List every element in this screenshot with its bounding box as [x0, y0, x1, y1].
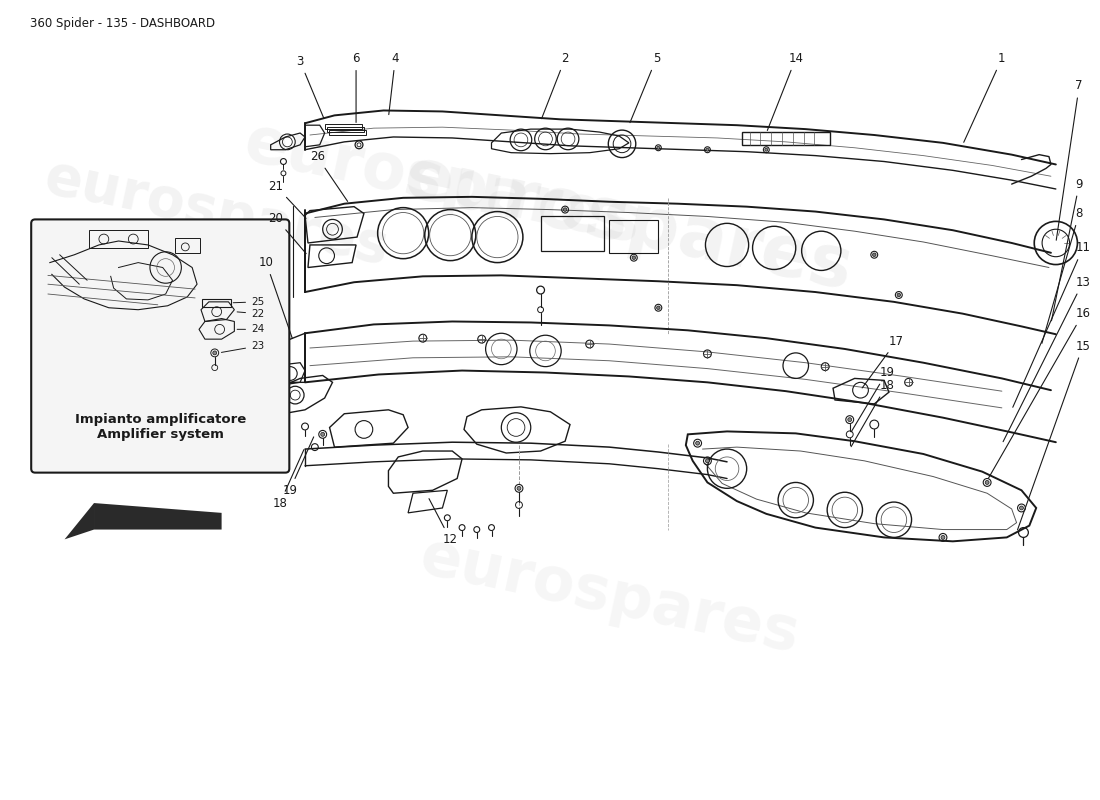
Text: 24: 24 [238, 324, 264, 334]
Text: 8: 8 [1042, 207, 1082, 343]
Circle shape [872, 253, 876, 257]
Text: 26: 26 [310, 150, 348, 202]
Text: 19: 19 [851, 366, 894, 432]
Text: 14: 14 [768, 52, 803, 130]
Circle shape [1020, 506, 1023, 510]
Text: 11: 11 [1013, 242, 1090, 407]
Circle shape [848, 418, 851, 422]
Bar [327, 127, 364, 132]
Text: 19: 19 [283, 437, 313, 497]
Circle shape [563, 208, 566, 211]
Bar [540, 217, 604, 251]
Text: 23: 23 [221, 341, 264, 353]
Text: eurospares: eurospares [239, 112, 647, 257]
Circle shape [517, 486, 521, 490]
Text: 4: 4 [388, 52, 399, 114]
Text: 17: 17 [862, 334, 904, 388]
Text: 18: 18 [273, 450, 304, 510]
Text: 18: 18 [851, 378, 894, 446]
Bar [329, 130, 366, 135]
Text: 10: 10 [258, 256, 293, 338]
Text: 6: 6 [352, 52, 360, 122]
Polygon shape [65, 503, 94, 539]
Text: eurospares: eurospares [415, 527, 804, 666]
Circle shape [695, 442, 700, 445]
Text: 25: 25 [233, 297, 264, 307]
Circle shape [940, 535, 945, 539]
Text: 9: 9 [1052, 178, 1084, 321]
Text: Amplifier system: Amplifier system [97, 428, 223, 441]
Circle shape [764, 148, 768, 151]
Text: 5: 5 [630, 52, 660, 122]
Text: 2: 2 [541, 52, 569, 118]
Polygon shape [94, 503, 221, 530]
Text: 7: 7 [1056, 79, 1084, 240]
Circle shape [986, 481, 989, 485]
Text: 3: 3 [296, 55, 323, 118]
Text: 15: 15 [1018, 339, 1090, 530]
Circle shape [632, 256, 636, 259]
Bar [609, 220, 658, 253]
Text: eurospares: eurospares [40, 150, 394, 276]
Text: 13: 13 [1003, 276, 1090, 442]
Circle shape [212, 351, 217, 355]
Circle shape [657, 146, 660, 150]
Circle shape [896, 294, 901, 297]
Bar [324, 124, 362, 129]
Text: 360 Spider - 135 - DASHBOARD: 360 Spider - 135 - DASHBOARD [30, 18, 216, 30]
Text: 22: 22 [238, 309, 264, 318]
Circle shape [657, 306, 660, 310]
Text: 20: 20 [268, 212, 306, 254]
Bar [741, 132, 830, 145]
Circle shape [706, 148, 708, 151]
Text: eurospares: eurospares [398, 142, 859, 305]
Bar [202, 299, 231, 306]
Bar [176, 238, 200, 253]
Text: 12: 12 [429, 498, 458, 546]
Text: Impianto amplificatore: Impianto amplificatore [75, 413, 246, 426]
Bar [89, 230, 148, 248]
Text: 21: 21 [268, 179, 306, 218]
Text: 1: 1 [964, 52, 1005, 142]
FancyBboxPatch shape [31, 219, 289, 473]
Circle shape [321, 432, 324, 436]
Text: 16: 16 [989, 307, 1090, 478]
Circle shape [705, 459, 710, 463]
